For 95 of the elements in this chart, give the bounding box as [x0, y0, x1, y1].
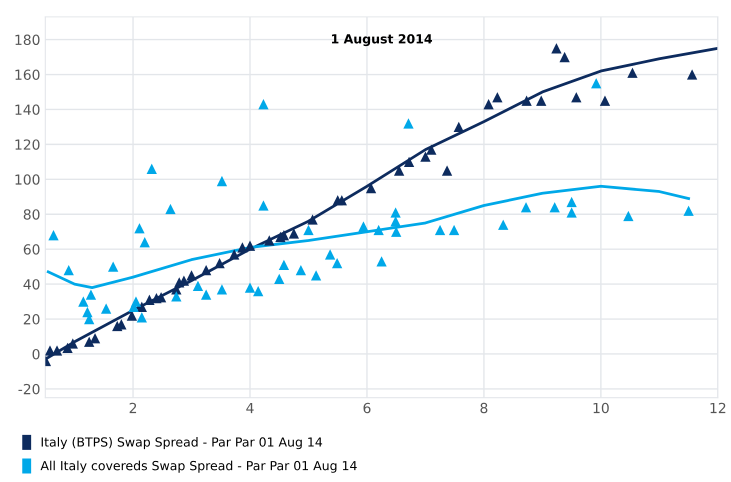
point	[374, 224, 384, 236]
x-tick-label: 12	[710, 402, 726, 414]
point	[551, 43, 562, 54]
point	[336, 195, 347, 206]
point	[483, 99, 494, 110]
point	[48, 230, 59, 240]
point	[550, 202, 560, 212]
point	[686, 69, 698, 80]
point	[566, 207, 577, 218]
point	[571, 92, 582, 102]
point	[108, 261, 118, 272]
point	[307, 214, 318, 225]
point	[520, 202, 532, 212]
y-tick-label: 20	[24, 314, 40, 325]
point	[358, 221, 369, 232]
point	[332, 258, 342, 268]
point	[253, 286, 264, 296]
point	[200, 264, 212, 276]
point	[244, 240, 256, 251]
point	[448, 224, 460, 236]
point	[237, 242, 248, 253]
point	[214, 258, 225, 268]
x-tick-label: 6	[364, 402, 371, 414]
point	[192, 280, 204, 292]
point	[45, 345, 56, 356]
point	[140, 237, 150, 248]
point	[591, 78, 602, 88]
x-tick-label: 10	[594, 402, 609, 414]
point	[200, 289, 212, 300]
point	[90, 333, 100, 344]
point	[296, 264, 306, 276]
point	[144, 294, 155, 305]
y-tick-label: 140	[15, 104, 40, 115]
point	[600, 96, 610, 106]
y-tick-label: 120	[15, 139, 40, 150]
point	[86, 289, 96, 300]
point	[244, 282, 256, 293]
y-tick-label: 40	[23, 279, 40, 290]
point	[136, 302, 147, 312]
text: 1 August 2014	[332, 34, 432, 46]
point	[229, 249, 240, 260]
point	[310, 270, 322, 281]
point	[165, 204, 176, 214]
point	[130, 296, 142, 307]
point	[171, 291, 182, 302]
point	[258, 99, 269, 110]
point	[258, 200, 269, 211]
point	[623, 210, 634, 222]
point	[434, 224, 446, 236]
legend-label: All Italy covereds Swap Spread - Par Par 01 Aug 14	[40, 460, 357, 473]
point	[136, 312, 147, 322]
y-tick-label: -20	[18, 384, 40, 394]
point	[498, 220, 508, 230]
point	[264, 235, 274, 246]
point	[216, 284, 228, 295]
point	[492, 92, 503, 102]
legend-label: Italy (BTPS) Swap Spread - Par Par 01 Aug 14	[42, 437, 322, 450]
y-tick-label: 60	[24, 244, 40, 255]
point	[324, 249, 336, 260]
point	[134, 223, 145, 234]
point	[376, 256, 387, 267]
point	[62, 342, 73, 354]
point	[186, 270, 197, 281]
point	[78, 296, 88, 307]
y-tick-label: 0	[32, 348, 40, 360]
point	[683, 206, 694, 216]
point	[278, 260, 290, 270]
point	[390, 207, 401, 218]
point	[454, 122, 464, 132]
point	[390, 216, 401, 226]
point	[559, 52, 570, 62]
point	[274, 274, 284, 284]
point	[216, 176, 228, 186]
point	[288, 228, 300, 239]
point	[521, 96, 532, 106]
point	[442, 165, 452, 176]
point	[420, 151, 431, 162]
x-tick-label: 8	[480, 402, 488, 414]
point	[566, 196, 577, 208]
y-tick-label: 100	[15, 174, 40, 185]
y-tick-label: 160	[15, 69, 40, 80]
point	[64, 264, 74, 276]
point	[536, 96, 546, 106]
point	[100, 303, 112, 314]
point	[146, 164, 157, 174]
point	[84, 336, 94, 347]
y-tick-label: 180	[15, 34, 40, 46]
point	[404, 156, 414, 167]
x-tick-label: 4	[246, 402, 254, 414]
point	[627, 68, 638, 78]
point	[303, 224, 314, 236]
y-tick-label: 80	[24, 209, 40, 220]
x-tick-label: 2	[130, 402, 136, 414]
point	[403, 118, 414, 129]
point	[426, 144, 436, 155]
